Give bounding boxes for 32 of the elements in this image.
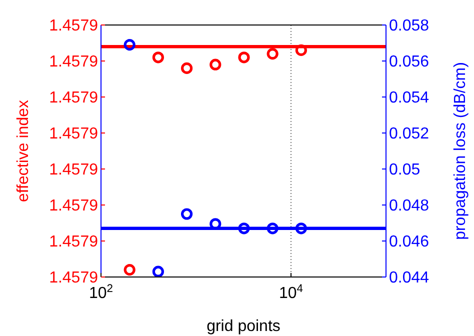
y2-axis-title: propagation loss (dB/cm) (452, 62, 469, 240)
point (124, 39, 136, 51)
y2-tick-label: 0.056 (389, 54, 430, 70)
y-tick-label: 1.4579 (49, 198, 98, 214)
point (124, 264, 136, 276)
y2-tick-label: 0.058 (389, 18, 430, 34)
y-tick-label: 1.4579 (49, 18, 98, 34)
point (238, 222, 250, 234)
y2-tick-label: 0.046 (389, 234, 430, 250)
point (210, 58, 222, 70)
point (152, 52, 164, 64)
y-tick-label: 1.4579 (49, 162, 98, 178)
y-tick-label: 1.4579 (49, 90, 98, 106)
point (238, 52, 250, 64)
x-axis-title: grid points (206, 318, 280, 335)
point (266, 222, 278, 234)
y2-tick-label: 0.048 (389, 198, 430, 214)
y-tick-label: 1.4579 (49, 54, 98, 70)
point (266, 48, 278, 60)
x-tick-label: 10$^{4}$ (278, 283, 304, 302)
point (180, 62, 193, 74)
point (295, 222, 307, 234)
point (152, 266, 164, 278)
point (180, 208, 193, 220)
y-tick-label: 1.4579 (49, 234, 98, 250)
y2-tick-label: 0.05 (389, 162, 420, 178)
point (295, 44, 307, 56)
y2-tick-label: 0.054 (389, 90, 430, 106)
y2-tick-label: 0.044 (389, 270, 430, 286)
y-axis-title: effective index (15, 100, 32, 202)
y-tick-label: 1.4579 (49, 126, 98, 142)
y2-tick-label: 0.052 (389, 126, 430, 142)
